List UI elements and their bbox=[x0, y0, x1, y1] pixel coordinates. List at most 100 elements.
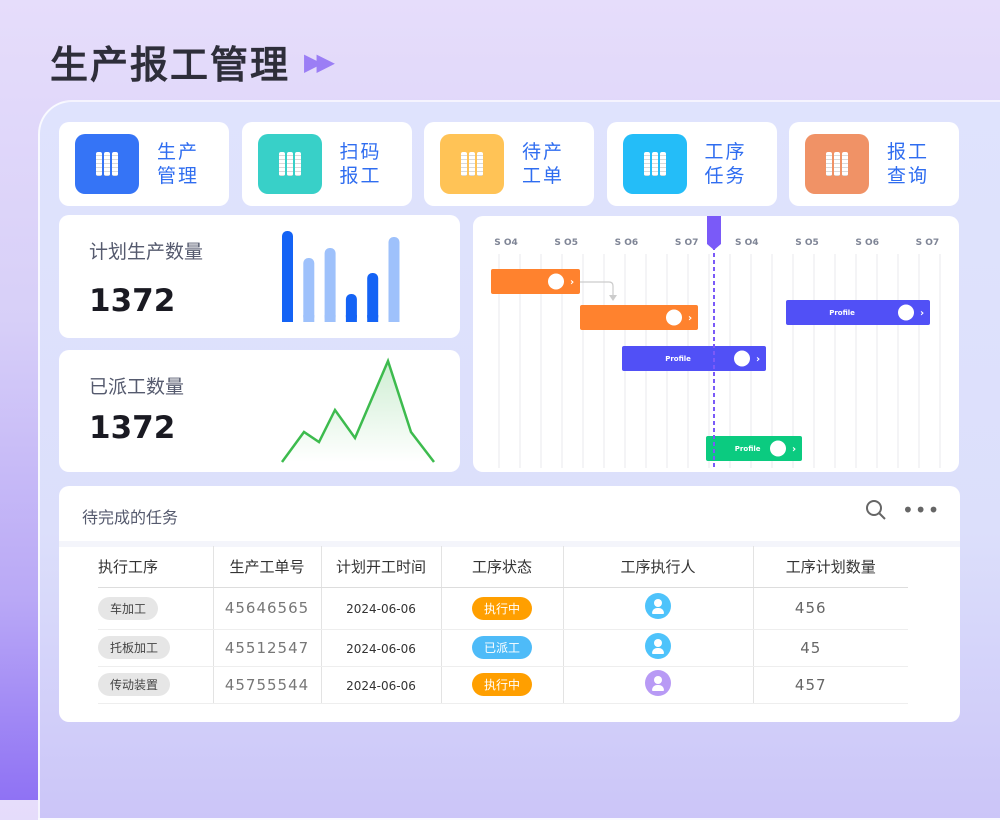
table-cell: 45 bbox=[752, 629, 908, 667]
table-cell: 2024-06-06 bbox=[320, 666, 441, 704]
table-cell: 2024-06-06 bbox=[320, 629, 441, 667]
gantt-task-bar[interactable]: › bbox=[491, 269, 580, 294]
gantt-column-label: S O6 bbox=[615, 238, 639, 248]
stat-value: 1372 bbox=[89, 410, 176, 446]
bar-base bbox=[388, 315, 400, 322]
table-cell: 执行中 bbox=[440, 587, 563, 630]
nav-label: 扫码报工 bbox=[339, 141, 382, 187]
column-header: 工序状态 bbox=[440, 546, 563, 588]
nav-card-pending-orders[interactable]: 待产工单 bbox=[424, 122, 594, 206]
table-cell: 2024-06-06 bbox=[320, 587, 441, 630]
table-row[interactable]: 传动装置 45755544 2024-06-06 执行中 457 bbox=[98, 666, 908, 704]
status-badge: 已派工 bbox=[471, 636, 532, 659]
binder-icon bbox=[805, 134, 869, 194]
binder-icon bbox=[622, 134, 687, 194]
gantt-chart: S O4 S O5 S O6 S O7 S O4 S O5 S O6 S O7 › › Profil… bbox=[473, 216, 959, 472]
table-cell bbox=[562, 587, 753, 630]
nav-card-production-management[interactable]: 生产管理 bbox=[59, 122, 229, 206]
binder-icon bbox=[75, 134, 139, 194]
status-badge: 执行中 bbox=[471, 596, 532, 620]
table-cell: 传动装置 bbox=[98, 666, 213, 704]
gantt-column-label: S O5 bbox=[554, 238, 578, 248]
divider bbox=[59, 541, 960, 547]
order-number: 45512547 bbox=[224, 638, 310, 657]
process-tag: 传动装置 bbox=[98, 673, 171, 696]
page-title-text: 生产报工管理 bbox=[50, 43, 291, 87]
table-row[interactable]: 托板加工 45512547 2024-06-06 已派工 45 bbox=[98, 629, 908, 667]
avatar-circle bbox=[666, 309, 682, 326]
gantt-task-bar[interactable]: › bbox=[580, 305, 698, 330]
avatar-circle bbox=[898, 304, 914, 321]
gantt-column-label: S O7 bbox=[916, 238, 940, 248]
gantt-task-bar[interactable]: Profile › bbox=[706, 436, 802, 461]
column-header: 工序计划数量 bbox=[752, 546, 908, 588]
bar-base bbox=[303, 315, 315, 322]
process-tag: 车加工 bbox=[98, 596, 159, 620]
bar bbox=[282, 231, 293, 322]
table-cell: 456 bbox=[752, 587, 908, 630]
order-number: 45755544 bbox=[224, 675, 310, 694]
nav-label: 待产工单 bbox=[522, 141, 565, 187]
table-cell: 执行中 bbox=[440, 666, 563, 704]
bar bbox=[367, 273, 379, 322]
binder-icon bbox=[257, 134, 322, 194]
tasks-card: 待完成的任务 ••• 执行工序 生产工单号 计划开工时间 工序状态 工序执行人 工序计划数… bbox=[59, 486, 960, 722]
order-number: 45646565 bbox=[224, 599, 310, 617]
table-cell: 托板加工 bbox=[98, 629, 213, 667]
process-tag: 托板加工 bbox=[98, 636, 171, 659]
nav-label: 工序任务 bbox=[704, 141, 747, 187]
arrow-head-icon bbox=[609, 295, 617, 301]
today-marker[interactable] bbox=[707, 216, 721, 250]
table-cell bbox=[562, 666, 753, 704]
planned-quantity: 45 bbox=[800, 638, 822, 657]
nav-label: 生产管理 bbox=[157, 141, 200, 187]
table-cell: 45512547 bbox=[212, 629, 321, 667]
gantt-column-label: S O5 bbox=[795, 238, 819, 248]
planned-quantity-card: 计划生产数量 1372 bbox=[59, 215, 460, 338]
search-icon[interactable] bbox=[864, 498, 888, 522]
gantt-bar-label: Profile bbox=[665, 355, 691, 363]
chevron-right-icon: › bbox=[792, 444, 796, 455]
gantt-column-label: S O4 bbox=[735, 238, 759, 248]
gantt-column-label: S O4 bbox=[494, 238, 518, 248]
more-icon[interactable]: ••• bbox=[902, 498, 941, 522]
avatar-circle bbox=[734, 350, 750, 367]
chevron-right-icon: › bbox=[570, 277, 574, 288]
stat-title: 已派工数量 bbox=[89, 376, 185, 398]
bar-base bbox=[367, 315, 379, 322]
chevron-right-icon: › bbox=[688, 313, 692, 324]
table-cell: 车加工 bbox=[98, 587, 213, 630]
gantt-bar-label: Profile bbox=[829, 309, 855, 317]
nav-card-report-query[interactable]: 报工查询 bbox=[789, 122, 959, 206]
nav-card-process-tasks[interactable]: 工序任务 bbox=[606, 122, 777, 206]
start-date: 2024-06-06 bbox=[346, 602, 416, 616]
dependency-arrow bbox=[580, 281, 614, 298]
bar bbox=[324, 248, 336, 322]
planned-quantity: 457 bbox=[794, 675, 827, 694]
line-area bbox=[282, 361, 434, 462]
tasks-table: 执行工序 生产工单号 计划开工时间 工序状态 工序执行人 工序计划数量 车加工 456465… bbox=[98, 546, 908, 704]
page-title: 生产报工管理 ▶▶ bbox=[50, 34, 335, 89]
chevron-right-icon: › bbox=[920, 308, 924, 319]
bar bbox=[303, 258, 315, 322]
user-avatar-icon[interactable] bbox=[645, 593, 671, 619]
bar-base bbox=[345, 315, 357, 322]
column-header: 生产工单号 bbox=[212, 546, 321, 588]
user-avatar-icon[interactable] bbox=[645, 669, 671, 696]
nav-card-scan-report[interactable]: 扫码报工 bbox=[241, 122, 412, 206]
avatar-circle bbox=[770, 440, 786, 457]
table-cell: 45646565 bbox=[212, 587, 321, 630]
table-row[interactable]: 车加工 45646565 2024-06-06 执行中 456 bbox=[98, 587, 908, 630]
table-cell: 45755544 bbox=[212, 666, 321, 704]
stat-title: 计划生产数量 bbox=[89, 241, 204, 263]
user-avatar-icon[interactable] bbox=[645, 632, 671, 659]
gantt-task-bar[interactable]: Profile › bbox=[622, 346, 766, 371]
table-cell bbox=[562, 629, 753, 667]
bar bbox=[388, 237, 400, 322]
tasks-title: 待完成的任务 bbox=[82, 508, 179, 527]
bar-base bbox=[282, 315, 293, 322]
gantt-task-bar[interactable]: Profile › bbox=[786, 300, 930, 325]
column-header: 工序执行人 bbox=[562, 546, 753, 588]
gantt-column-label: S O6 bbox=[855, 238, 879, 248]
gantt-column-label: S O7 bbox=[675, 238, 699, 248]
